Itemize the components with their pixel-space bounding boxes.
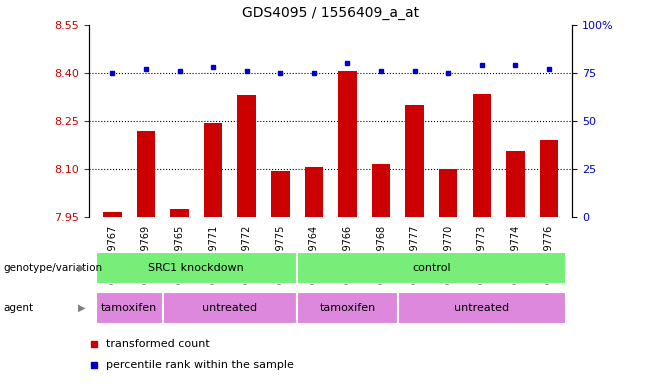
Bar: [95, 293, 163, 324]
Bar: [540, 140, 558, 217]
Text: untreated: untreated: [202, 303, 257, 313]
Text: tamoxifen: tamoxifen: [319, 303, 376, 313]
Bar: [204, 122, 222, 217]
Text: control: control: [412, 263, 451, 273]
Bar: [95, 252, 297, 283]
Text: ▶: ▶: [78, 263, 85, 273]
Bar: [297, 293, 398, 324]
Text: untreated: untreated: [454, 303, 509, 313]
Text: percentile rank within the sample: percentile rank within the sample: [106, 360, 293, 370]
Bar: [372, 164, 390, 217]
Bar: [506, 151, 524, 217]
Bar: [405, 105, 424, 217]
Text: agent: agent: [3, 303, 34, 313]
Bar: [297, 252, 566, 283]
Bar: [338, 71, 357, 217]
Title: GDS4095 / 1556409_a_at: GDS4095 / 1556409_a_at: [242, 6, 419, 20]
Bar: [170, 209, 189, 217]
Text: tamoxifen: tamoxifen: [101, 303, 157, 313]
Bar: [398, 293, 566, 324]
Text: transformed count: transformed count: [106, 339, 209, 349]
Bar: [163, 293, 297, 324]
Bar: [472, 94, 491, 217]
Text: SRC1 knockdown: SRC1 knockdown: [149, 263, 244, 273]
Bar: [271, 170, 290, 217]
Text: genotype/variation: genotype/variation: [3, 263, 103, 273]
Bar: [238, 95, 256, 217]
Bar: [103, 212, 122, 217]
Text: ▶: ▶: [78, 303, 85, 313]
Bar: [439, 169, 457, 217]
Bar: [137, 131, 155, 217]
Bar: [305, 167, 323, 217]
